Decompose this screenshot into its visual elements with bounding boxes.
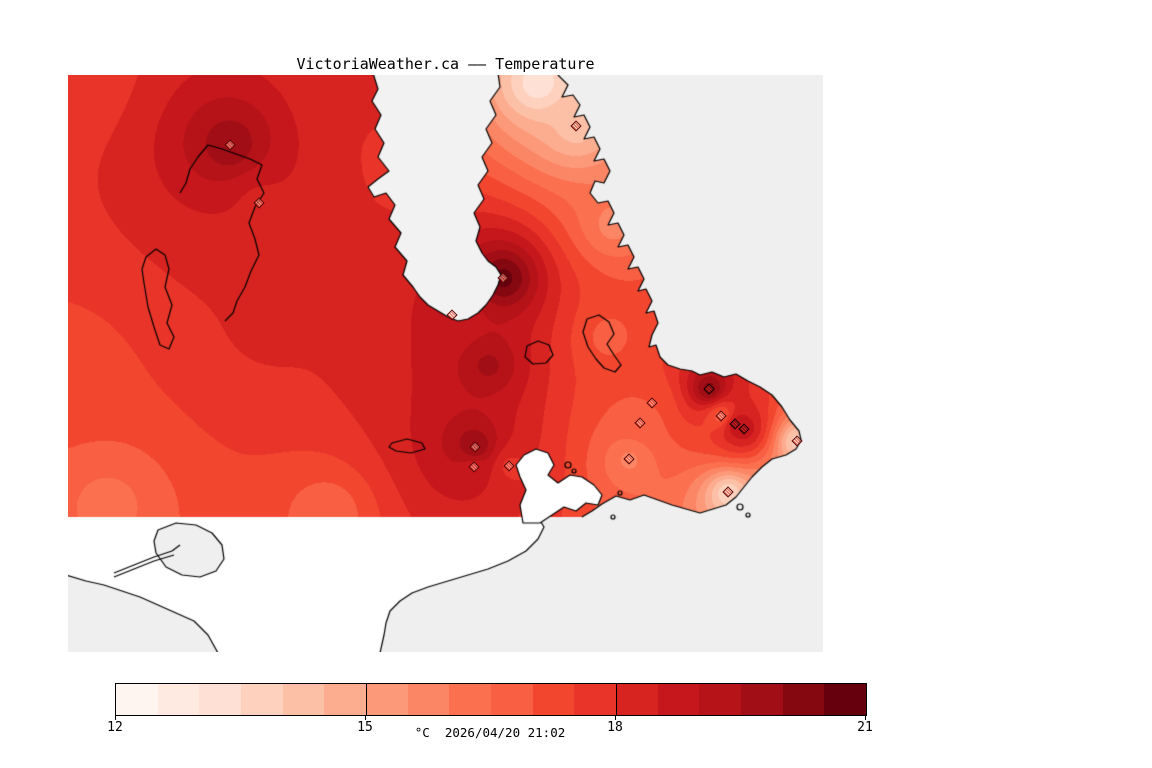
colorbar-segment <box>449 684 492 715</box>
colorbar-gridline <box>365 684 367 715</box>
colorbar-tick-mark <box>115 715 116 720</box>
colorbar-segment <box>407 684 450 715</box>
temperature-map <box>68 75 823 652</box>
colorbar-segment <box>782 684 825 715</box>
plot-title: VictoriaWeather.ca —— Temperature <box>296 55 595 73</box>
station-marker <box>703 383 715 395</box>
unit-label: °C <box>414 725 430 740</box>
colorbar-segment <box>657 684 700 715</box>
colorbar-caption: °C 2026/04/20 21:02 <box>115 725 865 740</box>
station-marker <box>446 309 458 321</box>
station-marker <box>497 272 509 284</box>
station-marker <box>634 417 646 429</box>
station-marker <box>224 139 236 151</box>
station-marker <box>623 453 635 465</box>
colorbar-segment <box>324 684 367 715</box>
station-marker <box>646 397 658 409</box>
colorbar-segment <box>116 684 158 715</box>
colorbar-segment <box>282 684 325 715</box>
colorbar-segment <box>491 684 533 715</box>
station-marker <box>722 486 734 498</box>
colorbar-segment <box>199 684 242 715</box>
station-marker <box>503 460 515 472</box>
station-marker <box>791 435 803 447</box>
station-marker <box>253 197 265 209</box>
station-markers-layer <box>68 75 823 652</box>
colorbar-tick-15: 15 <box>357 720 373 735</box>
colorbar-segment <box>741 684 783 715</box>
station-marker <box>738 423 750 435</box>
colorbar <box>115 683 867 716</box>
colorbar-gridline <box>616 684 617 715</box>
colorbar-segment <box>574 684 617 715</box>
colorbar-tick-mark <box>615 715 616 720</box>
station-marker <box>469 441 481 453</box>
station-marker <box>468 461 480 473</box>
colorbar-tick-12: 12 <box>107 720 123 735</box>
colorbar-segment <box>532 684 575 715</box>
colorbar-segment <box>366 684 408 715</box>
colorbar-segment <box>616 684 658 715</box>
timestamp: 2026/04/20 21:02 <box>444 725 566 740</box>
colorbar-tick-mark <box>865 715 866 720</box>
station-marker <box>570 120 582 132</box>
colorbar-tick-mark <box>364 715 366 720</box>
temperature-contour-canvas <box>68 75 823 652</box>
colorbar-segment <box>699 684 742 715</box>
colorbar-segment <box>157 684 200 715</box>
colorbar-segment <box>824 684 867 715</box>
colorbar-tick-18: 18 <box>607 720 623 735</box>
colorbar-tick-21: 21 <box>857 720 873 735</box>
station-marker <box>715 410 727 422</box>
colorbar-segment <box>241 684 283 715</box>
